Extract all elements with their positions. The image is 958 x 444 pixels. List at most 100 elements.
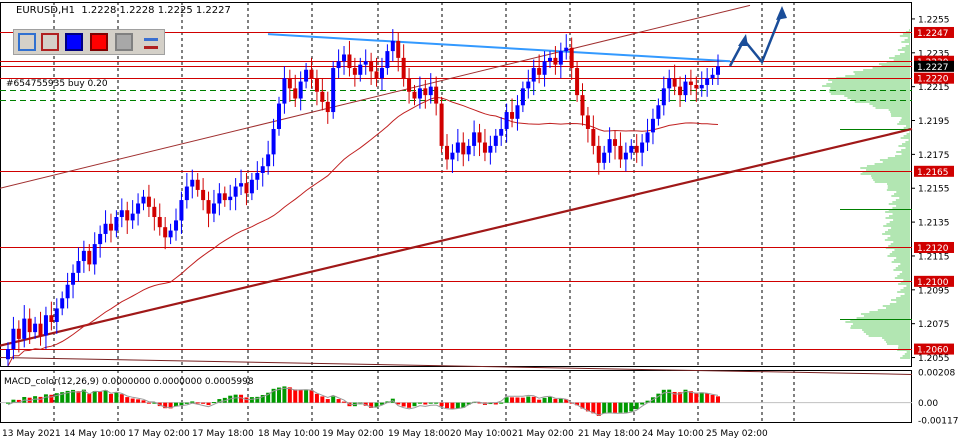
candle-body <box>325 101 330 113</box>
macd-bar <box>287 387 292 403</box>
time-axis-label: 19 May 02:00 <box>322 429 384 439</box>
macd-bar <box>379 402 384 405</box>
macd-bar <box>201 402 206 404</box>
macd-bar <box>510 397 515 403</box>
square-outline-red-button[interactable] <box>41 33 59 51</box>
candle-body <box>661 88 666 106</box>
macd-bar <box>461 402 466 408</box>
level-tag-label: 1.2060 <box>917 346 949 356</box>
macd-bar <box>179 402 184 406</box>
macd-bar <box>385 401 390 403</box>
candle-body <box>656 105 661 119</box>
macd-bar <box>217 399 222 403</box>
macd-bar <box>320 396 325 403</box>
macd-bar <box>439 402 444 407</box>
square-red-button[interactable] <box>90 33 108 51</box>
candle-body <box>320 91 325 102</box>
price-tick-label: 1.2215 <box>918 83 950 93</box>
price-tick-label: 1.2175 <box>918 151 950 161</box>
macd-bar <box>130 398 135 403</box>
macd-bar <box>553 398 558 403</box>
candle-body <box>710 74 715 79</box>
candle-body <box>499 128 504 136</box>
candle-body <box>596 145 601 163</box>
candle-body <box>347 54 352 69</box>
candle-body <box>428 86 433 96</box>
time-axis-label: 20 May 10:00 <box>450 429 512 439</box>
macd-tick-label: 0.00208 <box>918 368 955 378</box>
level-tag <box>914 165 954 177</box>
macd-bar <box>564 399 569 403</box>
line-style-button[interactable] <box>140 33 158 51</box>
candle-body <box>11 328 16 350</box>
candle-body <box>645 132 650 143</box>
candle-body <box>667 78 672 89</box>
resistance-trendline <box>267 33 731 63</box>
macd-bar <box>16 399 21 403</box>
time-axis-label: 18 May 10:00 <box>258 429 320 439</box>
candle-body <box>558 51 563 65</box>
macd-bar <box>694 392 699 403</box>
price-tick-label: 1.2235 <box>918 49 950 59</box>
square-gray-button[interactable] <box>115 33 133 51</box>
macd-bar <box>298 389 303 403</box>
candle-body <box>157 217 162 228</box>
candle-body <box>114 217 119 231</box>
candle-body <box>678 86 683 96</box>
square-blue-button[interactable] <box>65 33 83 51</box>
macd-bar <box>683 389 688 403</box>
level-tag <box>914 26 954 38</box>
candle-body <box>38 323 43 336</box>
macd-bar <box>716 396 720 403</box>
macd-panel-frame <box>0 370 912 423</box>
macd-bar <box>71 389 76 403</box>
macd-bar <box>87 393 92 403</box>
candle-body <box>455 142 460 153</box>
candle-body <box>580 95 585 116</box>
candle-body <box>618 145 623 160</box>
macd-bar <box>266 392 271 403</box>
macd-bar <box>304 389 309 403</box>
macd-bar <box>407 402 412 408</box>
macd-bar <box>43 394 48 403</box>
candle-body <box>401 57 406 79</box>
macd-bar <box>276 387 281 403</box>
candle-body <box>141 196 146 204</box>
candle-body <box>358 64 363 75</box>
macd-bar <box>688 391 693 403</box>
candle-body <box>244 183 249 194</box>
macd-bar <box>645 400 650 403</box>
candle-body <box>314 78 319 92</box>
candle-body <box>542 61 547 75</box>
candle-body <box>336 61 341 69</box>
price-tick-label: 1.2255 <box>918 15 950 25</box>
square-outline-blue-button[interactable] <box>18 33 36 51</box>
candle-body <box>537 68 542 75</box>
candle-body <box>585 115 590 129</box>
candle-body <box>575 68 580 96</box>
level-tag-label: 1.2100 <box>917 278 949 288</box>
candle-body <box>342 54 347 62</box>
candle-body <box>146 196 151 207</box>
candle-body <box>136 203 141 214</box>
candle-body <box>591 128 596 146</box>
candle-body <box>488 145 493 153</box>
candle-body <box>119 210 124 218</box>
macd-bar <box>526 396 531 403</box>
candles <box>6 29 720 366</box>
macd-bar <box>466 402 471 405</box>
candle-body <box>125 210 130 221</box>
macd-bar <box>661 389 666 403</box>
macd-bar <box>396 402 401 405</box>
candle-body <box>369 61 374 72</box>
candle-body <box>520 88 525 106</box>
candle-body <box>233 186 238 197</box>
candle-body <box>54 308 59 322</box>
macd-bar <box>168 402 173 409</box>
macd-bar <box>81 389 86 403</box>
macd-bar <box>607 402 612 413</box>
line-red-icon <box>144 46 158 49</box>
candle-body <box>179 200 184 221</box>
candle-body <box>76 261 81 273</box>
